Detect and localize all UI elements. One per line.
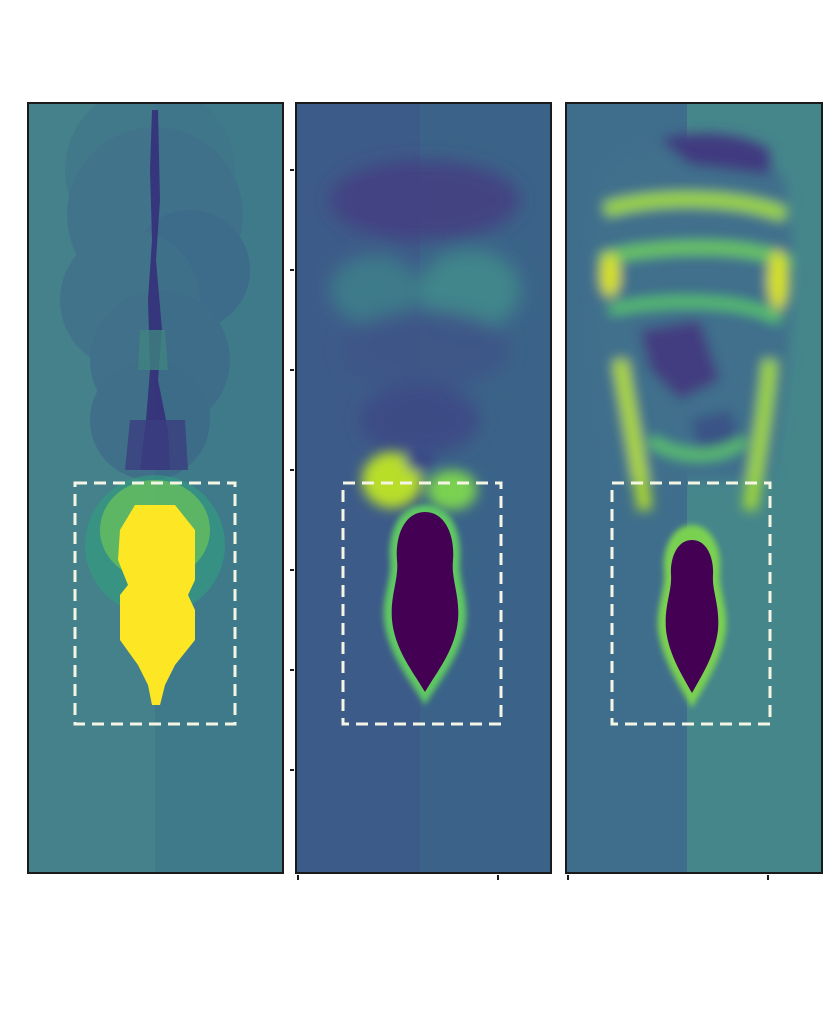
- right-ticks: [567, 875, 769, 880]
- region-box-left: [73, 481, 237, 726]
- region-box-middle: [341, 481, 503, 726]
- panel-left: [28, 103, 283, 873]
- panel-right: [566, 103, 822, 873]
- middle-ticks: [290, 169, 499, 880]
- panel-middle: [296, 103, 551, 873]
- region-box-right: [610, 481, 772, 726]
